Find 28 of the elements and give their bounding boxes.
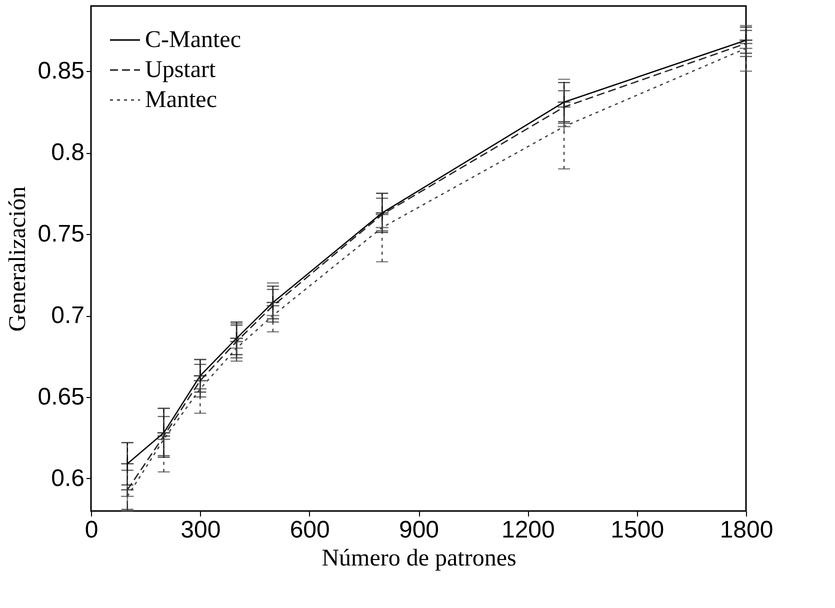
x-tick-label: 300 [180,516,221,544]
x-tick-label: 900 [398,516,440,544]
point [557,120,572,134]
point [375,220,390,235]
point [120,489,134,504]
y-tick-label: 0.65 [38,383,84,410]
point [193,382,208,396]
y-tick-label: 0.75 [38,220,84,248]
x-tick-label: 1500 [610,516,664,544]
y-tick-label: 0.8 [51,139,84,166]
point [739,41,753,56]
point [230,341,244,356]
point [156,432,171,446]
y-tick-label: 0.7 [51,302,84,330]
x-tick-label: 1200 [501,516,555,544]
legend-label: Mantec [145,87,217,113]
y-tick-label: 0.6 [51,464,84,492]
legend-label: C-Mantec [145,27,241,53]
x-tick-label: 1800 [720,516,774,544]
y-axis-title: Generalización [4,186,31,332]
x-tick-label: 0 [84,516,98,544]
point [266,308,280,322]
x-axis-title: Número de patrones [322,546,516,572]
y-tick-label: 0.85 [38,58,84,85]
point [557,100,572,114]
x-tick-label: 600 [290,516,330,544]
legend-label: Upstart [145,57,216,83]
point [120,456,134,471]
